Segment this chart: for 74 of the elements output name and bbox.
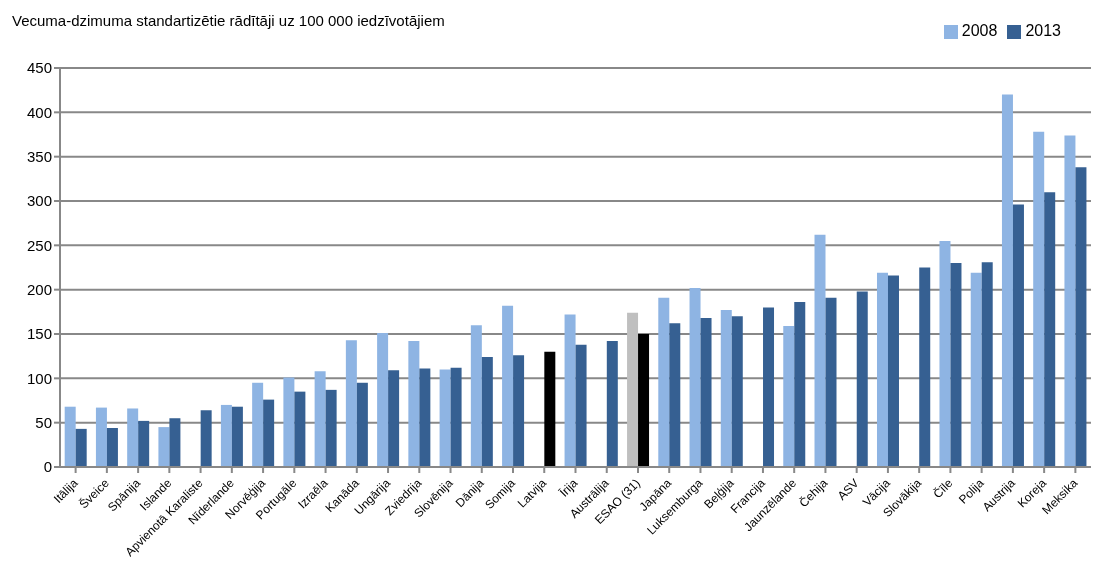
bar	[220, 404, 232, 467]
bar	[1075, 167, 1087, 467]
bar	[169, 418, 181, 467]
bar	[950, 263, 962, 467]
y-tick-label: 450	[26, 59, 52, 77]
bar	[64, 406, 76, 467]
y-tick-label: 350	[26, 147, 52, 165]
bar	[814, 234, 826, 467]
bar	[1044, 192, 1056, 467]
bar	[470, 325, 482, 467]
bar	[720, 310, 732, 467]
y-tick-label: 150	[26, 325, 52, 343]
bar	[856, 291, 868, 467]
x-tick-label: Čīle	[929, 475, 956, 502]
bar	[606, 341, 618, 467]
bar	[252, 382, 264, 467]
bar	[669, 323, 681, 467]
bar	[1012, 204, 1024, 467]
bar	[439, 369, 451, 467]
bar	[939, 240, 951, 467]
y-tick-label: 50	[35, 413, 52, 431]
bar	[450, 367, 462, 467]
bar	[127, 408, 139, 467]
bar	[1064, 135, 1076, 467]
bar	[325, 389, 337, 467]
bar	[345, 340, 357, 467]
bar	[408, 341, 420, 467]
bar	[158, 427, 170, 467]
y-tick-label: 0	[43, 458, 52, 476]
bar	[502, 305, 514, 467]
bar	[106, 427, 118, 467]
bar	[481, 357, 493, 467]
bar	[794, 302, 806, 467]
bar	[981, 262, 993, 467]
bar	[876, 272, 888, 467]
bar	[75, 428, 87, 467]
bar	[825, 297, 837, 467]
bar	[887, 275, 899, 467]
bar	[763, 307, 775, 467]
chart-title: Vecuma-dzimuma standartizētie rādītāji uz 100 000 iedzīvotājiem	[12, 12, 445, 29]
bar	[419, 368, 431, 467]
bar	[377, 333, 389, 467]
bar	[919, 267, 931, 467]
bar	[544, 351, 556, 467]
bar	[575, 344, 587, 467]
y-tick-label: 400	[26, 103, 52, 121]
bar	[200, 410, 212, 467]
bar	[658, 297, 670, 467]
bar	[138, 420, 150, 467]
bar	[970, 272, 982, 467]
bar	[231, 406, 243, 467]
bar	[783, 326, 795, 467]
bar	[294, 391, 306, 467]
bar	[95, 407, 107, 467]
bar	[314, 371, 326, 467]
y-tick-label: 200	[26, 280, 52, 298]
y-tick-label: 100	[26, 369, 52, 387]
bar	[513, 355, 525, 467]
bar	[731, 316, 743, 467]
bar	[638, 334, 650, 467]
bar	[627, 312, 639, 467]
bar	[263, 399, 275, 467]
bar	[564, 314, 576, 467]
legend-label: 2013	[1025, 22, 1061, 39]
legend-label: 2008	[961, 22, 998, 39]
bar	[700, 318, 712, 467]
y-tick-label: 300	[26, 192, 52, 210]
bar	[283, 377, 295, 467]
bar	[689, 287, 701, 467]
bar	[388, 370, 400, 467]
bar	[1001, 94, 1013, 467]
bar	[1033, 131, 1045, 467]
y-tick-label: 250	[26, 236, 52, 254]
bar	[356, 382, 368, 467]
